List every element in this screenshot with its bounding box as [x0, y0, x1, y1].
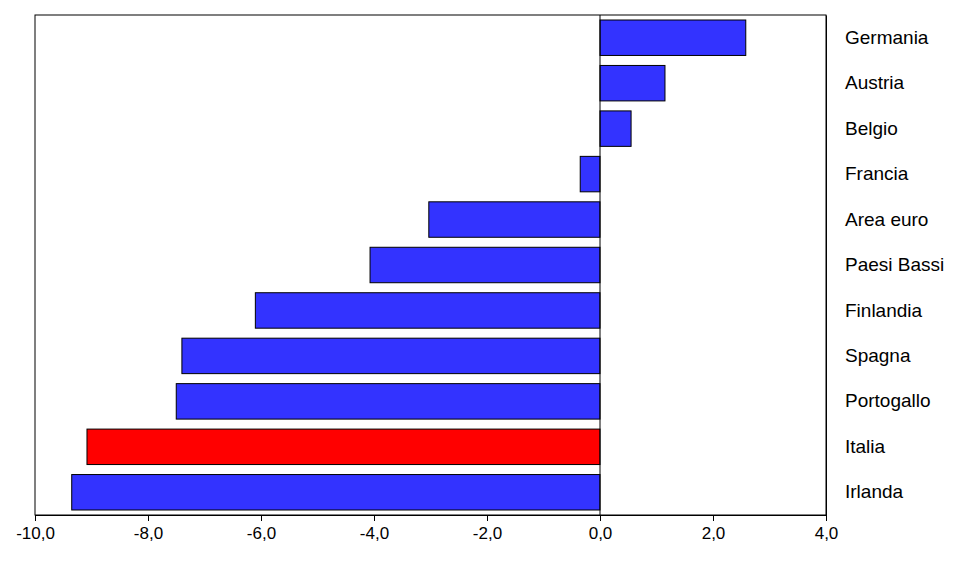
x-tick-label: -10,0 [16, 524, 55, 543]
category-tick: Spagna [826, 345, 911, 366]
x-tick-mark [713, 515, 714, 521]
category-axis-line [826, 16, 827, 516]
bar [182, 338, 600, 373]
category-label: Irlanda [845, 481, 904, 502]
x-tick-label: -4,0 [360, 524, 389, 543]
chart: -10,0 -8,0 -6,0 -4,0 -2,0 0,0 2,0 4,0 Germania Au… [0, 0, 967, 575]
x-tick-label: -2,0 [473, 524, 502, 543]
category-axis: Germania Austria Belgio Francia Area euro Pae… [826, 16, 944, 516]
x-tick-mark [374, 515, 375, 521]
x-tick-label: 2,0 [702, 524, 726, 543]
category-label: Italia [845, 436, 886, 457]
bar [600, 20, 746, 55]
category-tick: Belgio [826, 118, 898, 139]
x-tick-label: 4,0 [815, 524, 839, 543]
category-tick: Austria [826, 72, 905, 93]
category-label: Germania [845, 27, 929, 48]
zero-line [600, 15, 601, 515]
x-axis-line [36, 515, 827, 516]
x-tick-mark [35, 515, 36, 521]
category-label: Area euro [845, 209, 928, 230]
x-tick: 0,0 [589, 515, 613, 543]
category-label: Francia [845, 163, 909, 184]
x-axis: -10,0 -8,0 -6,0 -4,0 -2,0 0,0 2,0 4,0 [16, 515, 838, 543]
x-tick-mark [826, 515, 827, 521]
category-tick: Germania [826, 27, 929, 48]
x-tick-mark [261, 515, 262, 521]
x-tick-mark [600, 515, 601, 521]
category-label: Spagna [845, 345, 911, 366]
x-tick: 4,0 [815, 515, 839, 543]
plot-frame [35, 15, 826, 515]
x-tick: -10,0 [16, 515, 55, 543]
category-tick: Area euro [826, 209, 928, 230]
bar [72, 475, 600, 510]
bar [255, 293, 600, 328]
bar [176, 384, 600, 419]
x-tick-label: -8,0 [134, 524, 163, 543]
x-tick: 2,0 [702, 515, 726, 543]
x-tick-label: -6,0 [247, 524, 276, 543]
category-label: Finlandia [845, 300, 923, 321]
category-tick: Francia [826, 163, 909, 184]
bar [429, 202, 600, 237]
category-tick: Portogallo [826, 390, 931, 411]
bar [87, 429, 600, 464]
x-tick-mark [487, 515, 488, 521]
category-label: Paesi Bassi [845, 254, 944, 275]
x-tick-mark [148, 515, 149, 521]
bar [580, 156, 600, 191]
bar [600, 65, 665, 100]
x-tick-label: 0,0 [589, 524, 613, 543]
bar [370, 247, 600, 282]
x-tick: -6,0 [247, 515, 276, 543]
category-label: Austria [845, 72, 905, 93]
category-tick: Paesi Bassi [826, 254, 944, 275]
x-tick: -2,0 [473, 515, 502, 543]
category-tick: Irlanda [826, 481, 904, 502]
category-tick: Italia [826, 436, 886, 457]
x-tick: -8,0 [134, 515, 163, 543]
bars [72, 20, 746, 510]
x-tick: -4,0 [360, 515, 389, 543]
category-tick: Finlandia [826, 300, 923, 321]
bar [600, 111, 631, 146]
category-label: Belgio [845, 118, 898, 139]
category-label: Portogallo [845, 390, 931, 411]
